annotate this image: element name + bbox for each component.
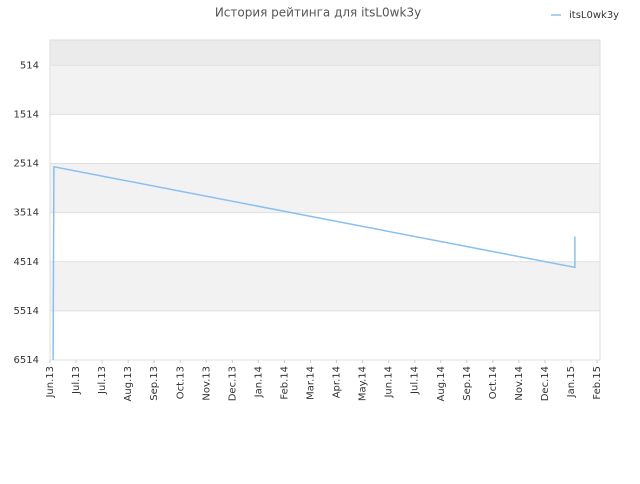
y-tick-label: 5514 bbox=[14, 306, 39, 317]
x-tick-label: Feb.14 bbox=[279, 366, 290, 400]
x-tick-label: Dec.13 bbox=[227, 366, 238, 401]
chart-title: История рейтинга для itsL0wk3y bbox=[215, 6, 421, 20]
x-tick-label: Apr.14 bbox=[332, 366, 343, 398]
band bbox=[50, 40, 600, 66]
band bbox=[50, 163, 600, 213]
y-tick-label: 4514 bbox=[14, 257, 39, 268]
x-tick-label: Jun.14 bbox=[384, 366, 395, 399]
legend-label: itsL0wk3y bbox=[569, 10, 619, 21]
x-tick-label: May.14 bbox=[358, 366, 369, 401]
band bbox=[50, 65, 600, 115]
y-tick-label: 514 bbox=[20, 60, 39, 71]
x-tick-label: Jan.15 bbox=[566, 366, 577, 398]
band bbox=[50, 261, 600, 311]
x-tick-label: Sep.14 bbox=[462, 366, 473, 401]
x-tick-label: Aug.14 bbox=[436, 366, 447, 401]
band bbox=[50, 310, 600, 360]
x-tick-label: Jul.13 bbox=[97, 366, 108, 395]
x-tick-label: Sep.13 bbox=[149, 366, 160, 401]
x-tick-label: Mar.14 bbox=[306, 366, 317, 400]
x-tick-label: Oct.14 bbox=[488, 366, 499, 399]
x-tick-label: Jul.13 bbox=[71, 366, 82, 395]
x-tick-label: Nov.13 bbox=[201, 366, 212, 401]
y-tick-label: 6514 bbox=[14, 355, 39, 366]
y-tick-label: 2514 bbox=[14, 159, 39, 170]
y-tick-label: 1514 bbox=[14, 109, 39, 120]
x-tick-label: Nov.14 bbox=[514, 366, 525, 401]
x-tick-label: Jul.14 bbox=[410, 366, 421, 395]
x-tick-label: Jun.13 bbox=[45, 366, 56, 399]
series-line bbox=[52, 165, 576, 361]
x-tick-label: Dec.14 bbox=[540, 366, 551, 401]
x-tick-label: Oct.13 bbox=[175, 366, 186, 399]
band bbox=[50, 114, 600, 164]
y-tick-label: 3514 bbox=[14, 208, 39, 219]
band bbox=[50, 212, 600, 262]
x-tick-label: Jan.14 bbox=[253, 366, 264, 398]
x-tick-label: Aug.13 bbox=[123, 366, 134, 401]
x-tick-label: Feb.15 bbox=[592, 366, 603, 400]
